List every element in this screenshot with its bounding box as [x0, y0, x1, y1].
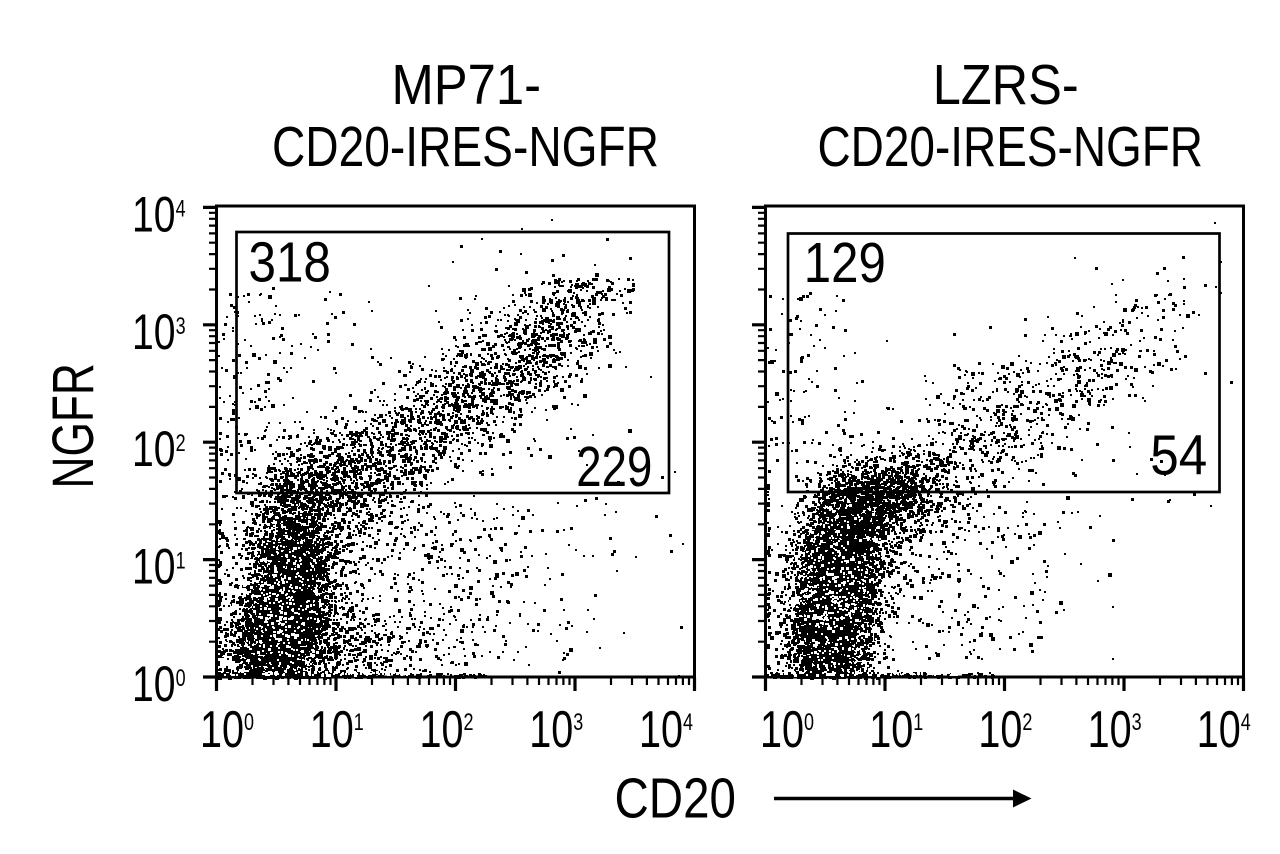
svg-text:1: 1 — [913, 709, 923, 736]
svg-text:1: 1 — [176, 548, 186, 575]
svg-text:10: 10 — [639, 701, 683, 759]
svg-text:MP71-: MP71- — [392, 53, 542, 117]
svg-text:10: 10 — [310, 701, 354, 759]
svg-text:10: 10 — [132, 186, 176, 242]
svg-text:4: 4 — [1241, 709, 1251, 736]
svg-text:0: 0 — [244, 709, 254, 736]
svg-text:2: 2 — [1022, 709, 1032, 736]
svg-text:2: 2 — [176, 430, 186, 457]
svg-text:0: 0 — [176, 665, 186, 692]
svg-text:3: 3 — [176, 313, 186, 340]
svg-text:129: 129 — [804, 231, 886, 295]
svg-text:10: 10 — [132, 656, 176, 712]
svg-text:1: 1 — [354, 709, 364, 736]
svg-text:10: 10 — [132, 304, 176, 360]
svg-text:10: 10 — [1088, 701, 1132, 759]
svg-text:10: 10 — [529, 701, 573, 759]
svg-text:10: 10 — [1197, 701, 1241, 759]
svg-text:10: 10 — [132, 421, 176, 477]
svg-text:10: 10 — [200, 701, 244, 759]
svg-text:4: 4 — [176, 195, 186, 222]
svg-text:10: 10 — [132, 539, 176, 595]
svg-text:4: 4 — [683, 709, 693, 736]
svg-text:10: 10 — [978, 701, 1022, 759]
svg-text:10: 10 — [420, 701, 464, 759]
svg-text:10: 10 — [760, 701, 804, 759]
svg-text:CD20: CD20 — [615, 767, 736, 831]
svg-text:2: 2 — [464, 709, 474, 736]
svg-text:0: 0 — [804, 709, 814, 736]
svg-text:3: 3 — [1132, 709, 1142, 736]
svg-text:3: 3 — [573, 709, 583, 736]
svg-text:CD20-IRES-NGFR: CD20-IRES-NGFR — [272, 115, 659, 179]
svg-text:229: 229 — [576, 435, 652, 499]
svg-text:LZRS-: LZRS- — [933, 53, 1079, 117]
svg-text:318: 318 — [249, 231, 331, 295]
svg-text:NGFR: NGFR — [41, 363, 106, 488]
svg-text:54: 54 — [1150, 424, 1207, 488]
svg-text:CD20-IRES-NGFR: CD20-IRES-NGFR — [818, 115, 1204, 179]
svg-text:10: 10 — [869, 701, 913, 759]
